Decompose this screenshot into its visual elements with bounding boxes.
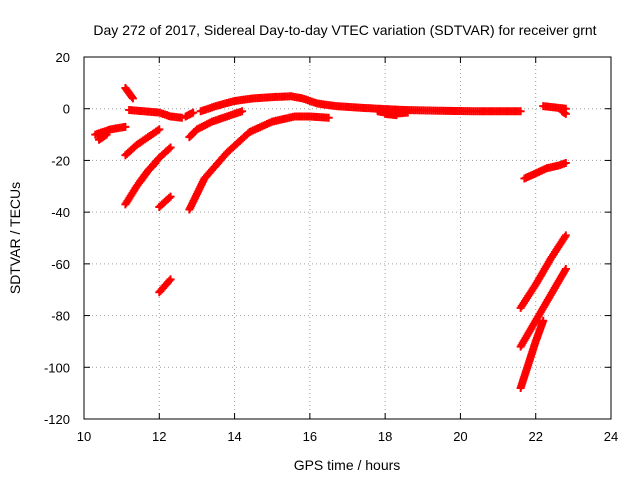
tick-layer: 10 12 14 16 18 20 22 24 -120 -100 -80 -60 -40 -20 0 20 [44,50,618,444]
data-point [177,113,186,122]
data-point [561,231,570,240]
data-series-5 [159,109,175,121]
data-point [189,108,198,117]
data-point [539,316,548,325]
data-point [166,192,175,201]
data-point [166,275,175,284]
data-series-17 [520,159,570,183]
data-series-10 [121,125,164,160]
data-series-13 [155,192,175,211]
x-axis-label: GPS time / hours [294,457,401,473]
data-series-12 [136,159,160,186]
x-tick-label: 18 [378,429,392,444]
data-series-16 [185,112,333,214]
y-tick-label: -40 [51,205,70,220]
data-point [165,276,174,285]
data-point [561,159,570,168]
data-series-7 [196,92,525,116]
x-tick-label: 14 [227,429,241,444]
data-series-15 [185,107,247,142]
plot-frame [83,56,612,420]
y-tick-label: -100 [44,360,70,375]
data-series-9 [381,109,401,120]
data-point [166,143,175,152]
chart-title: Day 272 of 2017, Sidereal Day-to-day VTE… [93,22,596,38]
y-tick-label: -20 [51,153,70,168]
data-series-14 [155,275,175,297]
data-series-6 [181,108,198,121]
data-series-18 [539,102,570,113]
data-series-20 [516,231,570,312]
x-tick-label: 12 [152,429,166,444]
y-tick-label: -120 [44,412,70,427]
data-point [165,193,174,202]
x-tick-label: 10 [77,429,91,444]
y-axis-label: SDTVAR / TECUs [7,182,23,294]
data-point [151,159,160,168]
data-point [165,144,174,153]
y-tick-label: -60 [51,257,70,272]
data-point [403,108,412,117]
data-point [238,107,247,116]
data-point [153,126,162,135]
data-point [166,112,175,121]
data-point [560,233,569,242]
x-tick-label: 22 [528,429,542,444]
x-tick-label: 16 [303,429,317,444]
data-point [128,94,137,103]
data-layer [91,84,570,392]
data-point [561,109,570,118]
y-tick-label: -80 [51,309,70,324]
data-point [155,125,164,134]
data-point [121,122,130,131]
data-series-2 [95,130,111,144]
y-tick-label: 20 [56,50,70,65]
data-series-21 [516,265,570,351]
data-point [516,107,525,116]
data-series-19 [558,107,570,118]
y-tick-label: 0 [63,102,70,117]
data-point [392,111,401,120]
data-point [102,130,111,139]
data-point [561,265,570,274]
data-point [324,113,333,122]
data-series-1 [91,122,130,139]
x-tick-label: 24 [604,429,618,444]
data-point [150,160,159,169]
x-tick-label: 20 [453,429,467,444]
data-series-3 [121,84,137,103]
data-series-22 [516,316,548,392]
